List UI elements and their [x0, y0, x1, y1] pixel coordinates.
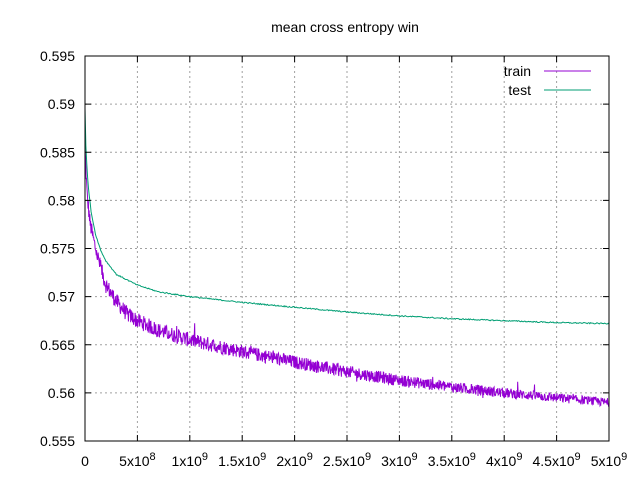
- series-line-train: [84, 144, 610, 408]
- y-tick-label: 0.595: [40, 48, 75, 64]
- y-tick-label: 0.575: [40, 241, 75, 257]
- x-tick-label: 4.5x109: [533, 451, 581, 469]
- y-axis: 0.555 0.56 0.565 0.57 0.575 0.58 0.585 0.59 0.59…: [40, 48, 609, 449]
- y-tick-label: 0.555: [40, 433, 75, 449]
- y-tick-label: 0.59: [48, 96, 75, 112]
- x-tick-label: 5x109: [591, 451, 627, 469]
- series-line-test: [84, 108, 610, 325]
- x-tick-label: 4x109: [486, 451, 522, 469]
- x-tick-label: 5x108: [119, 451, 155, 469]
- x-axis: 0 5x108 1x109 1.5x109 2x109 2.5x109 3x109 3.5x1…: [81, 56, 627, 469]
- y-tick-label: 0.57: [48, 289, 75, 305]
- legend-label-train: train: [504, 63, 531, 79]
- chart-title: mean cross entropy win: [271, 19, 419, 35]
- x-tick-label: 1x109: [172, 451, 208, 469]
- y-tick-label: 0.565: [40, 337, 75, 353]
- legend-label-test: test: [508, 82, 531, 98]
- x-tick-label: 1.5x109: [218, 451, 266, 469]
- series-layer: [84, 108, 610, 408]
- x-tick-label: 3x109: [381, 451, 417, 469]
- y-tick-label: 0.56: [48, 385, 75, 401]
- x-tick-label: 2.5x109: [323, 451, 371, 469]
- legend: train test: [504, 63, 591, 98]
- y-tick-label: 0.58: [48, 192, 75, 208]
- x-tick-label: 0: [81, 453, 89, 469]
- y-tick-label: 0.585: [40, 144, 75, 160]
- grid: [85, 56, 609, 441]
- x-tick-label: 2x109: [276, 451, 312, 469]
- x-tick-label: 3.5x109: [428, 451, 476, 469]
